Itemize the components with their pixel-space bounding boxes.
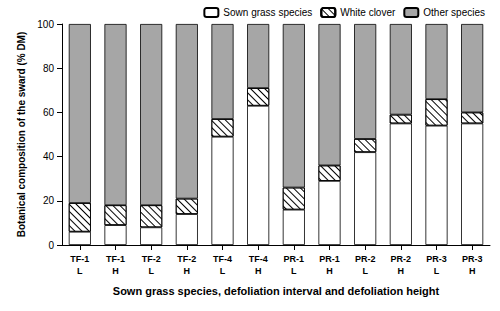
svg-text:TF-1: TF-1 [70, 254, 89, 264]
svg-text:PR-1: PR-1 [319, 254, 340, 264]
svg-text:H: H [184, 266, 191, 276]
svg-text:PR-1: PR-1 [284, 254, 305, 264]
svg-text:20: 20 [43, 195, 55, 206]
svg-text:TF-4: TF-4 [249, 254, 268, 264]
svg-text:PR-3: PR-3 [426, 254, 447, 264]
svg-text:H: H [255, 266, 262, 276]
svg-text:100: 100 [37, 19, 54, 30]
svg-text:PR-2: PR-2 [391, 254, 412, 264]
svg-text:0: 0 [48, 240, 54, 251]
svg-text:TF-4: TF-4 [213, 254, 232, 264]
svg-text:H: H [112, 266, 119, 276]
svg-text:PR-2: PR-2 [355, 254, 376, 264]
svg-text:80: 80 [43, 63, 55, 74]
svg-text:Sown grass species, defoliatio: Sown grass species, defoliation interval… [113, 285, 440, 297]
svg-text:H: H [326, 266, 333, 276]
svg-text:L: L [148, 266, 154, 276]
svg-text:TF-2: TF-2 [142, 254, 161, 264]
svg-text:L: L [220, 266, 226, 276]
svg-text:L: L [362, 266, 368, 276]
svg-text:H: H [398, 266, 405, 276]
svg-text:Other species: Other species [423, 7, 485, 18]
svg-text:60: 60 [43, 107, 55, 118]
svg-text:Sown grass species: Sown grass species [223, 7, 312, 18]
svg-text:L: L [77, 266, 83, 276]
svg-text:40: 40 [43, 151, 55, 162]
svg-text:L: L [291, 266, 297, 276]
svg-text:PR-3: PR-3 [462, 254, 483, 264]
svg-text:Botanical composition of the s: Botanical composition of the sward (% DM… [16, 32, 27, 238]
svg-text:L: L [434, 266, 440, 276]
svg-text:TF-1: TF-1 [106, 254, 125, 264]
svg-text:H: H [469, 266, 476, 276]
svg-text:White clover: White clover [340, 7, 396, 18]
svg-text:TF-2: TF-2 [177, 254, 196, 264]
